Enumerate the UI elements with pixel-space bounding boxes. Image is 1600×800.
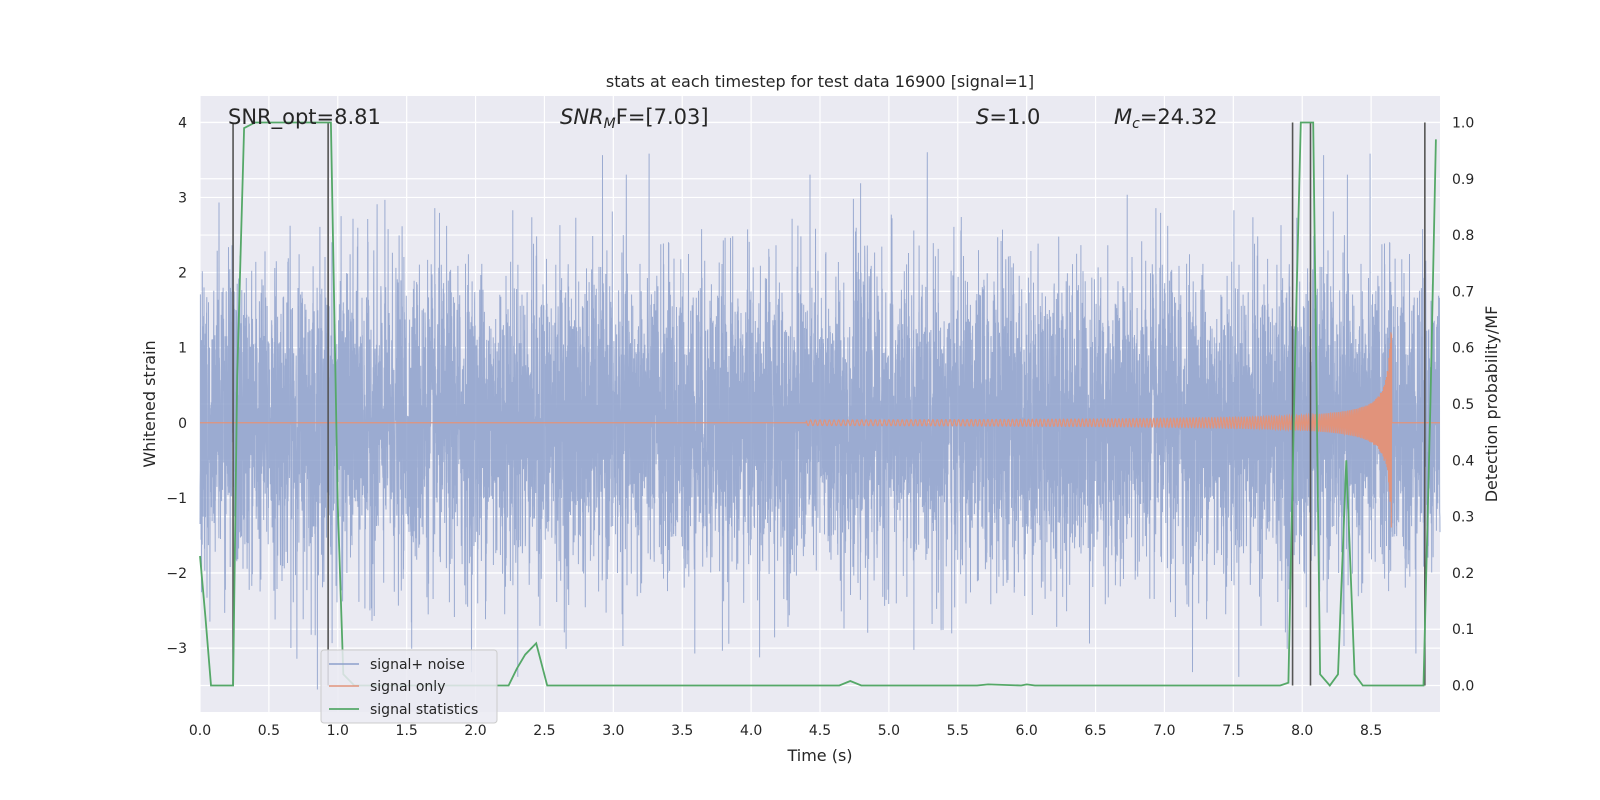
annotation-mc: Mc=24.32 [1114, 105, 1218, 132]
annotation-mc-sub: c [1132, 116, 1140, 132]
y-left-tick-label-3: 0 [178, 416, 187, 432]
y-left-tick-label-2: −1 [166, 491, 187, 507]
y-axis-left-label: Whitened strain [140, 340, 159, 467]
x-tick-label-14: 7.0 [1153, 723, 1175, 739]
x-tick-label-3: 1.5 [396, 723, 418, 739]
annotation-s-tail: =1.0 [989, 105, 1040, 129]
y-right-tick-label-1: 0.1 [1452, 622, 1474, 638]
y-left-tick-label-7: 4 [178, 115, 187, 131]
y-right-tick-label-6: 0.6 [1452, 341, 1474, 357]
x-tick-label-2: 1.0 [327, 723, 349, 739]
annotation-snr-mf: SNRMF=[7.03] [560, 105, 709, 132]
x-tick-label-7: 3.5 [671, 723, 693, 739]
y-left-tick-label-5: 2 [178, 266, 187, 282]
annotation-snr-mf-tail: F=[7.03] [616, 105, 709, 129]
y-left-tick-label-1: −2 [166, 566, 187, 582]
y-left-tick-label-6: 3 [178, 190, 187, 206]
legend-box [320, 649, 498, 724]
y-axis-right-label: Detection probability/MF [1482, 306, 1501, 503]
x-tick-label-0: 0.0 [189, 723, 211, 739]
y-right-ticks: 0.0 0.1 0.2 0.3 0.4 0.5 0.6 0.7 0.8 0.9 1.0 [1452, 115, 1474, 694]
x-tick-label-13: 6.5 [1084, 723, 1106, 739]
y-right-tick-label-3: 0.3 [1452, 510, 1474, 526]
annotation-s-main: S [976, 105, 989, 129]
y-right-tick-label-8: 0.8 [1452, 228, 1474, 244]
y-right-tick-label-4: 0.4 [1452, 453, 1474, 469]
stats-line [199, 121, 1437, 687]
annotation-snr-mf-main: SNR [560, 105, 604, 129]
series-signal-statistics [199, 121, 1437, 687]
y-left-tick-label-0: −3 [166, 641, 187, 657]
x-tick-label-17: 8.5 [1360, 723, 1382, 739]
legend-label-signal-only: signal only [370, 679, 445, 695]
y-right-tick-label-2: 0.2 [1452, 566, 1474, 582]
vertical-markers [232, 122, 1426, 686]
y-right-tick-label-0: 0.0 [1452, 679, 1474, 695]
x-tick-label-12: 6.0 [1016, 723, 1038, 739]
legend-label-signal-statistics: signal statistics [370, 702, 478, 718]
annotation-mc-tail: =24.32 [1140, 105, 1218, 129]
annotation-s: S=1.0 [976, 105, 1040, 129]
x-tick-label-9: 4.5 [809, 723, 831, 739]
x-tick-label-10: 5.0 [878, 723, 900, 739]
x-tick-label-16: 8.0 [1291, 723, 1313, 739]
annotation-mc-main: M [1114, 105, 1132, 129]
x-tick-label-5: 2.5 [533, 723, 555, 739]
x-tick-label-11: 5.5 [947, 723, 969, 739]
x-tick-label-15: 7.5 [1222, 723, 1244, 739]
x-axis-label: Time (s) [786, 746, 852, 765]
y-right-tick-label-7: 0.7 [1452, 284, 1474, 300]
chirp-line [200, 332, 1440, 528]
x-tick-label-4: 2.0 [464, 723, 486, 739]
y-left-tick-label-4: 1 [178, 341, 187, 357]
y-right-tick-label-10: 1.0 [1452, 115, 1474, 131]
chart-title: stats at each timestep for test data 169… [606, 72, 1034, 91]
x-tick-label-6: 3.0 [602, 723, 624, 739]
annotation-snr-opt: SNR_opt=8.81 [228, 105, 381, 130]
series-signal-only [200, 332, 1440, 528]
annotations: SNR_opt=8.81 SNRMF=[7.03] S=1.0 Mc=24.32 [228, 105, 1218, 132]
legend-label-signal-noise: signal+ noise [370, 657, 465, 673]
legend: signal+ noise signal only signal statist… [320, 649, 498, 724]
x-tick-label-1: 0.5 [258, 723, 280, 739]
y-left-ticks: −3 −2 −1 0 1 2 3 4 [166, 115, 187, 657]
x-ticks: 0.0 0.5 1.0 1.5 2.0 2.5 3.0 3.5 4.0 4.5 5.0 5.5 6.0 6… [189, 723, 1382, 739]
y-right-tick-label-5: 0.5 [1452, 397, 1474, 413]
x-tick-label-8: 4.0 [740, 723, 762, 739]
annotation-snr-mf-sub: M [604, 116, 616, 132]
y-right-tick-label-9: 0.9 [1452, 172, 1474, 188]
